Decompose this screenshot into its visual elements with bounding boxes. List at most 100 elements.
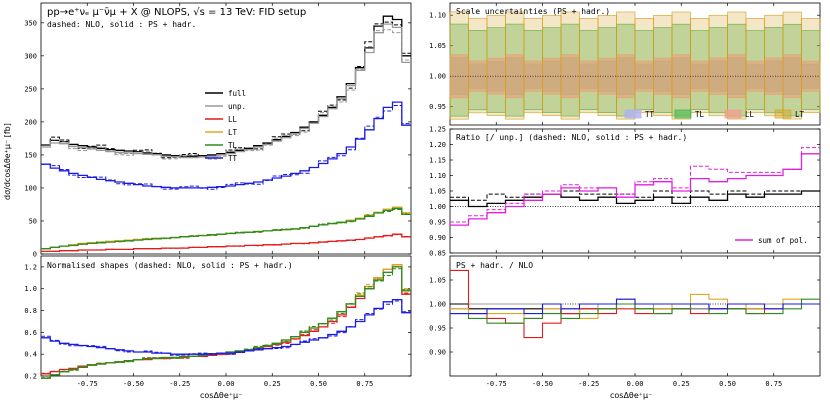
band-LT-bin [745,18,765,113]
band-LT-bin [801,18,821,113]
y-tick-label: 1.15 [429,157,446,165]
band-LT-bin [449,11,469,120]
main-subtitle: dashed: NLO, solid : PS + hadr. [47,20,196,29]
y-tick-label: 1.25 [429,126,446,134]
band-LT-bin [690,18,710,114]
ratio-title: Ratio [/ unp.] (dashed: NLO, solid : PS … [456,133,687,142]
x-tick-label: 0.25 [264,380,281,388]
psnlo-panel-frame [449,255,821,377]
band-LT-bin [708,14,728,117]
y-tick-label: 1.10 [429,172,446,180]
band-LT-bin [579,17,599,114]
legend-label-LT: LT [795,110,805,119]
x-tick-label: -0.25 [169,380,190,388]
y-tick-label: 50 [29,217,37,225]
main-title: pp→e⁺νₑ μ⁻ν̄μ + X @ NLOPS, √s = 13 TeV: … [47,7,306,18]
series-TT-line [41,101,411,189]
main-ylabel: dσ/dcosΔθe⁺μ⁻ [fb] [3,123,12,200]
ratio-full-NLO-line [450,190,820,201]
series-LL-line [41,233,411,253]
x-tick-label: -0.25 [578,380,599,388]
x-tick-label: 0.75 [765,380,782,388]
y-tick-label: 350 [24,19,37,27]
band-LT-bin [468,17,488,114]
legend-label-TT: TT [645,110,655,119]
ratio-sum-of-pol--line [450,153,820,226]
band-LT-bin [523,17,543,114]
psnlo-panel-content: 0.90 0.95 1.00 1.05 -0.75 -0.50 -0.25 0.00 0.25 0… [429,256,820,388]
ratio-sum-NLO-line [450,147,820,223]
y-tick-label: 1.05 [429,277,446,285]
y-tick-label: 1.00 [429,203,446,211]
band-LT-bin [727,11,747,120]
legend-swatch-LT [774,109,792,119]
x-tick-label: -0.50 [123,380,144,388]
left-xlabel: cosΔθe⁺μ⁻ [200,391,242,400]
ratio-panel-content: 0.85 0.90 0.95 1.00 1.05 1.10 1.15 1.20 1.25 sum … [429,126,820,258]
legend-label-LL: LL [745,110,755,119]
scale-panel-content: 0.95 1.00 1.05 1.10 TT TL LL LT [429,3,821,125]
y-tick-label: 0.4 [24,351,37,359]
band-LT-bin [782,11,802,120]
band-LT-bin [505,11,525,120]
legend-label: full [228,89,246,98]
band-LT-bin [486,15,506,116]
legend-label: TL [228,141,238,150]
legend-label: unp. [228,102,246,111]
y-tick-label: 300 [24,52,37,60]
psnlo-TL-line [450,298,820,324]
y-tick-label: 0.85 [429,250,446,258]
band-LT-bin [616,11,636,120]
x-tick-label: -0.75 [77,380,98,388]
y-tick-label: 0.8 [24,307,37,315]
band-LT-bin [671,11,691,120]
x-tick-label: 0.00 [218,380,235,388]
legend-label-sum: sum of pol. [758,236,808,245]
y-tick-label: 1.00 [429,301,446,309]
y-tick-label: 1.10 [429,12,446,20]
y-tick-label: 0.95 [429,325,446,333]
y-tick-label: 150 [24,151,37,159]
ratio-full-line [450,190,820,208]
x-tick-label: -0.75 [486,380,507,388]
shapes-panel-content: 0.2 0.4 0.6 0.8 1.0 1.2 -0.75 -0.50 -0.25 0.00 0.2… [24,256,411,388]
series-TT-nlo-line [41,105,411,190]
series-unp.-nlo-line [41,29,411,160]
y-tick-label: 200 [24,118,37,126]
y-tick-label: 250 [24,85,37,93]
y-tick-label: 100 [24,184,37,192]
y-tick-label: 0.95 [429,103,446,111]
y-tick-label: 1.20 [429,141,446,149]
legend-swatch-LL [724,109,742,119]
y-tick-label: 1.05 [429,42,446,50]
band-LT-bin [764,14,784,117]
x-tick-label: 0.25 [673,380,690,388]
series-full-nlo-line [41,21,411,159]
x-tick-label: 0.50 [719,380,736,388]
y-tick-label: 0.95 [429,219,446,227]
legend-label-TL: TL [695,110,705,119]
y-tick-label: 0.90 [429,349,446,357]
band-LT-bin [560,11,580,120]
psnlo-title: PS + hadr. / NLO [456,261,533,270]
y-tick-label: 1.0 [24,285,37,293]
legend-label: TT [228,154,238,163]
shape-TT-line [41,298,411,355]
y-tick-label: 0.6 [24,329,37,337]
psnlo-TT-line [450,298,820,315]
y-tick-label: 0 [33,251,37,259]
legend-swatch-TL [674,109,692,119]
y-tick-label: 0.90 [429,234,446,242]
band-LT-bin [542,15,562,116]
y-tick-label: 0.2 [24,373,37,381]
legend-label: LT [228,128,238,137]
y-tick-label: 1.2 [24,263,37,271]
main-panel-content: 0 50 100 150 200 250 300 350 full unp. LL LT TL TT [24,3,411,259]
y-tick-label: 1.00 [429,73,446,81]
scale-title: Scale uncertainties (PS + hadr.) [456,7,610,16]
x-tick-label: -0.50 [532,380,553,388]
series-unp.-line [41,23,411,159]
band-LT-bin [597,15,617,116]
series-TL-line [41,207,411,250]
